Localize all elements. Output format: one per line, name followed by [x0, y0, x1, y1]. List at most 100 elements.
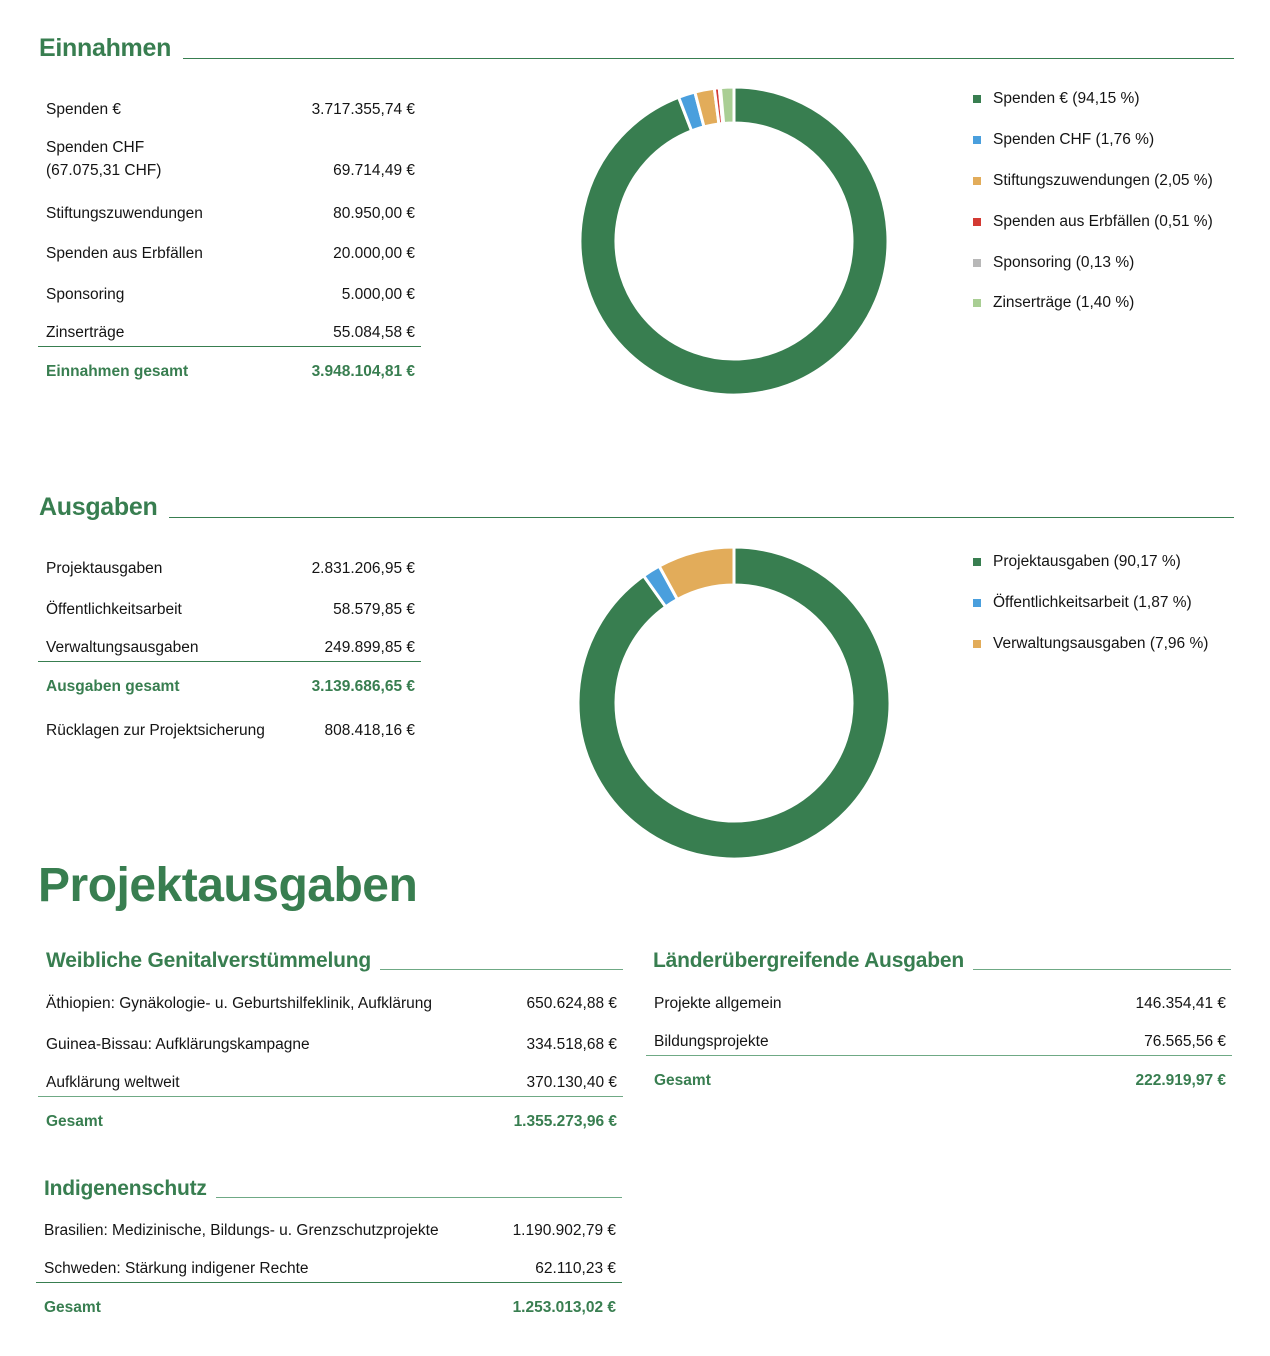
row-value: 808.418,16 €: [324, 722, 415, 740]
row-label: Projektausgaben: [46, 559, 163, 577]
header-rule: [215, 1196, 622, 1198]
table-row: Spenden aus Erbfällen 20.000,00 €: [38, 223, 421, 264]
legend-item: Spenden CHF (1,76 %): [960, 120, 1213, 161]
ausgaben-donut-chart: [577, 546, 891, 860]
legend-swatch-icon: [973, 299, 981, 308]
total-label: Gesamt: [46, 1112, 103, 1130]
legend-item: Zinserträge (1,40 %): [960, 283, 1213, 324]
donut-slice: [718, 86, 736, 126]
ausgaben-title: Ausgaben: [39, 493, 158, 521]
table-row: Aufklärung weltweit 370.130,40 €: [38, 1054, 623, 1096]
table-row: Projektausgaben 2.831.206,95 €: [38, 537, 421, 578]
projektausgaben-title: Projektausgaben: [38, 859, 418, 912]
legend-label: Spenden aus Erbfällen (0,51 %): [993, 212, 1213, 230]
row-label: Spenden €: [46, 100, 121, 118]
einnahmen-donut-chart: [579, 86, 889, 396]
row-label: Bildungsprojekte: [654, 1032, 769, 1050]
total-row: Einnahmen gesamt 3.948.104,81 €: [38, 346, 421, 385]
laender-title: Länderübergreifende Ausgaben: [653, 949, 965, 972]
row-value: 20.000,00 €: [333, 245, 415, 263]
row-value: 650.624,88 €: [526, 994, 617, 1012]
table-row: Verwaltungsausgaben 249.899,85 €: [38, 619, 421, 661]
legend-item: Spenden € (94,15 %): [960, 79, 1213, 120]
row-value: 5.000,00 €: [341, 286, 415, 304]
legend-swatch-icon: [973, 176, 981, 185]
fgm-title: Weibliche Genitalverstümmelung: [46, 949, 372, 972]
einnahmen-title: Einnahmen: [39, 34, 172, 62]
table-row: Öffentlichkeitsarbeit 58.579,85 €: [38, 578, 421, 619]
total-label: Einnahmen gesamt: [46, 363, 189, 381]
legend-item: Öffentlichkeitsarbeit (1,87 %): [960, 583, 1208, 624]
row-value: 62.110,23 €: [535, 1259, 616, 1277]
row-value: 1.190.902,79 €: [512, 1221, 616, 1239]
total-label: Gesamt: [44, 1298, 101, 1316]
ausgaben-legend: Projektausgaben (90,17 %) Öffentlichkeits…: [960, 542, 1208, 664]
row-label: Schweden: Stärkung indigener Rechte: [44, 1259, 309, 1277]
einnahmen-header: Einnahmen: [39, 36, 1234, 61]
legend-label: Stiftungszuwendungen (2,05 %): [993, 171, 1213, 189]
indigenen-header: Indigenenschutz: [44, 1178, 622, 1199]
table-row: Projekte allgemein 146.354,41 €: [646, 972, 1232, 1013]
legend-item: Verwaltungsausgaben (7,96 %): [960, 624, 1208, 665]
table-row: Spenden € 3.717.355,74 €: [38, 78, 421, 119]
ausgaben-header: Ausgaben: [39, 495, 1234, 520]
row-value: 370.130,40 €: [526, 1073, 617, 1091]
legend-swatch-icon: [973, 258, 981, 267]
table-row: Schweden: Stärkung indigener Rechte 62.1…: [36, 1240, 622, 1282]
row-value: 3.717.355,74 €: [311, 100, 415, 118]
row-value: 146.354,41 €: [1135, 994, 1226, 1012]
total-value: 222.919,97 €: [1135, 1071, 1226, 1089]
row-value: 334.518,68 €: [526, 1035, 617, 1053]
total-row: Gesamt 222.919,97 €: [646, 1054, 1232, 1094]
donut-slice: [577, 546, 891, 860]
total-row: Gesamt 1.253.013,02 €: [36, 1281, 622, 1321]
row-label: Öffentlichkeitsarbeit: [46, 600, 182, 618]
row-value: 69.714,49 €: [333, 161, 415, 179]
total-row: Gesamt 1.355.273,96 €: [38, 1095, 623, 1135]
row-label: Aufklärung weltweit: [46, 1073, 180, 1091]
legend-swatch-icon: [973, 217, 981, 226]
legend-label: Zinserträge (1,40 %): [993, 294, 1135, 312]
row-value: 58.579,85 €: [333, 600, 415, 618]
legend-item: Projektausgaben (90,17 %): [960, 542, 1208, 583]
legend-swatch-icon: [973, 558, 981, 567]
row-label: Sponsoring: [46, 286, 125, 304]
legend-swatch-icon: [973, 136, 981, 145]
laender-header: Länderübergreifende Ausgaben: [653, 950, 1231, 971]
legend-label: Sponsoring (0,13 %): [993, 253, 1135, 271]
row-value: 80.950,00 €: [333, 204, 415, 222]
indigenen-table: Brasilien: Medizinische, Bildungs- u. Gr…: [36, 1199, 622, 1321]
row-label: Äthiopien: Gynäkologie- u. Geburtshilfek…: [46, 994, 432, 1012]
row-label: Spenden aus Erbfällen: [46, 245, 203, 263]
fgm-header: Weibliche Genitalverstümmelung: [46, 950, 623, 971]
table-row: Spenden CHF (67.075,31 CHF) 69.714,49 €: [38, 119, 421, 182]
header-rule: [380, 968, 623, 970]
legend-swatch-icon: [973, 639, 981, 648]
total-row: Ausgaben gesamt 3.139.686,65 €: [38, 660, 421, 700]
legend-item: Spenden aus Erbfällen (0,51 %): [960, 201, 1213, 242]
row-label: Guinea-Bissau: Aufklärungskampagne: [46, 1035, 310, 1053]
table-row: Guinea-Bissau: Aufklärungskampagne 334.5…: [38, 1013, 623, 1054]
header-rule: [973, 968, 1231, 970]
legend-swatch-icon: [973, 95, 981, 104]
row-value: 2.831.206,95 €: [311, 559, 415, 577]
table-row: Rücklagen zur Projektsicherung 808.418,1…: [38, 700, 421, 741]
legend-item: Stiftungszuwendungen (2,05 %): [960, 161, 1213, 202]
legend-label: Spenden CHF (1,76 %): [993, 131, 1155, 149]
table-row: Bildungsprojekte 76.565,56 €: [646, 1013, 1232, 1055]
total-value: 1.253.013,02 €: [512, 1298, 616, 1316]
einnahmen-legend: Spenden € (94,15 %) Spenden CHF (1,76 %) S…: [960, 79, 1213, 324]
legend-label: Öffentlichkeitsarbeit (1,87 %): [993, 594, 1192, 612]
total-label: Gesamt: [654, 1071, 711, 1089]
row-label: Rücklagen zur Projektsicherung: [46, 722, 265, 740]
legend-label: Projektausgaben (90,17 %): [993, 553, 1181, 571]
donut-slice: [579, 86, 889, 396]
ausgaben-table: Projektausgaben 2.831.206,95 € Öffentlic…: [38, 537, 421, 740]
einnahmen-table: Spenden € 3.717.355,74 € Spenden CHF (67.…: [38, 78, 421, 385]
total-value: 3.948.104,81 €: [311, 363, 415, 381]
row-value: 249.899,85 €: [324, 638, 415, 656]
row-value: 55.084,58 €: [333, 324, 415, 342]
total-value: 1.355.273,96 €: [513, 1112, 617, 1130]
row-label: Verwaltungsausgaben: [46, 638, 199, 656]
indigenen-title: Indigenenschutz: [44, 1177, 207, 1200]
